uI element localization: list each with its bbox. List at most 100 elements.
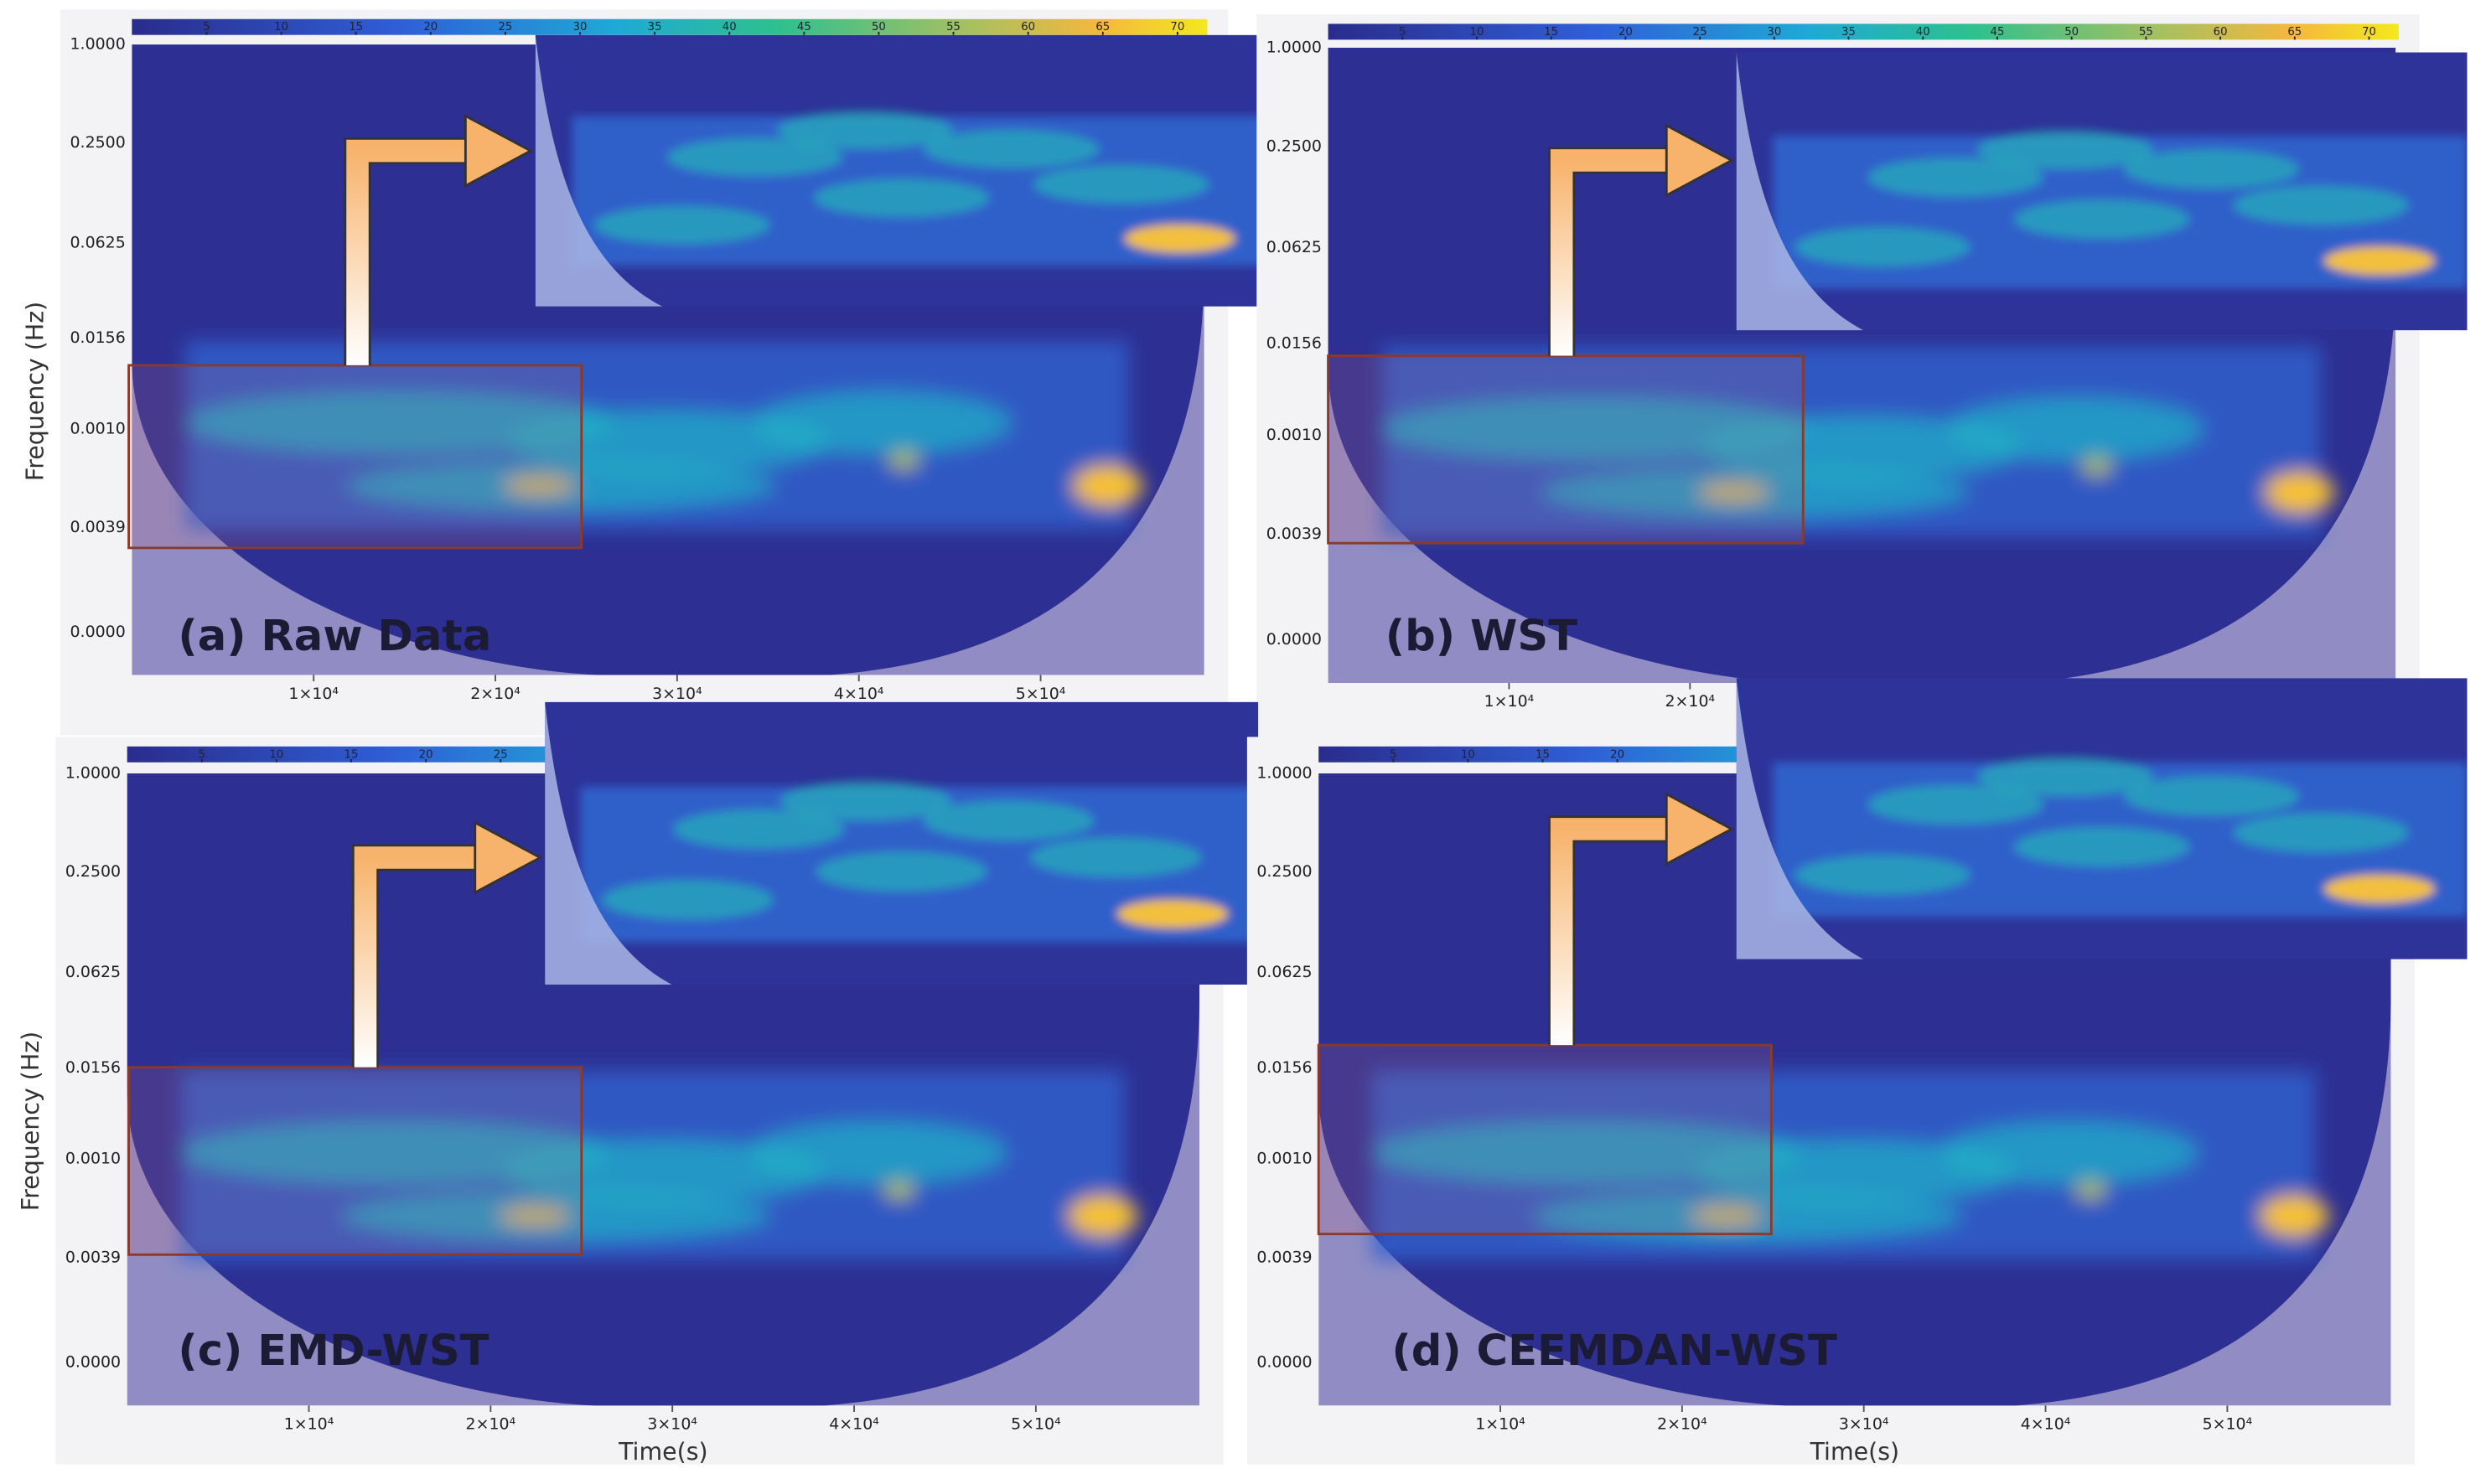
colorbar-tick-label: 5 <box>1399 26 1406 39</box>
peak <box>1116 899 1229 928</box>
band-spot <box>748 1120 1007 1185</box>
panel-title: (a) Raw Data <box>178 612 491 661</box>
peak <box>888 451 920 471</box>
panel-title: (d) CEEMDAN-WST <box>1391 1326 1837 1376</box>
colorbar-tick-label: 25 <box>494 748 508 761</box>
band-spot <box>502 1140 825 1203</box>
band-spot <box>185 390 615 455</box>
panel: 5 10 15 20 1.0000 0.2500 0.0625 0.0156 0.0010 0.0… <box>1246 678 2468 1466</box>
y-axis-label: Frequency (Hz) <box>22 302 49 481</box>
coi-edge <box>535 34 663 307</box>
x-tick-label: 1×10⁴ <box>1475 1415 1525 1434</box>
colorbar <box>132 18 1208 35</box>
band-spot <box>667 137 843 177</box>
band-spot <box>602 880 774 920</box>
y-tick-label: 1.0000 <box>70 35 126 54</box>
energy <box>1381 346 2335 537</box>
arrow-shaft <box>1550 818 1673 1046</box>
band-spot <box>1867 158 2043 198</box>
colorbar-tick-label: 20 <box>1618 26 1633 39</box>
colorbar-tick-label: 10 <box>1470 26 1484 39</box>
panel-title: (b) WST <box>1385 612 1577 661</box>
y-tick-label: 0.0010 <box>65 1150 121 1168</box>
y-tick-label: 0.0039 <box>1266 525 1322 543</box>
band-spot <box>1693 1140 2016 1203</box>
y-tick-label: 0.0000 <box>70 623 126 641</box>
x-tick-label: 2×10⁴ <box>1657 1415 1707 1434</box>
y-tick-label: 0.0010 <box>70 420 126 438</box>
band-spot <box>779 781 952 821</box>
colorbar-tick-label: 15 <box>349 21 363 34</box>
x-tick-label: 5×10⁴ <box>2203 1415 2253 1434</box>
colorbar-tick-label: 15 <box>1544 26 1558 39</box>
band-spot <box>2013 827 2190 867</box>
colorbar-tick-label: 40 <box>1916 26 1930 39</box>
y-tick-label: 0.0625 <box>70 234 126 252</box>
y-tick-label: 0.0156 <box>65 1058 121 1077</box>
x-tick-label: 2×10⁴ <box>466 1415 516 1434</box>
y-axis-label: Frequency (Hz) <box>17 1032 44 1211</box>
colorbar-tick-label: 45 <box>797 21 811 34</box>
peak <box>1068 1195 1138 1237</box>
colorbar-tick-label: 50 <box>2064 26 2079 39</box>
band-spot <box>2123 776 2299 816</box>
band-spot <box>1029 837 1202 877</box>
colorbar-tick-label: 30 <box>1767 26 1781 39</box>
colorbar-tick-label: 10 <box>1461 748 1475 761</box>
energy <box>1773 757 2468 918</box>
energy <box>572 111 1268 266</box>
band-spot <box>1033 165 1209 204</box>
y-tick-label: 0.2500 <box>70 133 126 152</box>
x-tick-label: 1×10⁴ <box>288 685 339 703</box>
y-tick-label: 0.2500 <box>1266 137 1322 156</box>
y-tick-label: 0.0000 <box>1256 1353 1312 1372</box>
colorbar-tick-label: 35 <box>648 21 662 34</box>
arrow-shaft <box>354 846 482 1068</box>
x-tick-label: 1×10⁴ <box>284 1415 334 1434</box>
coi-edge <box>1736 52 1864 331</box>
colorbar-tick-label: 30 <box>573 21 588 34</box>
y-tick-label: 0.0039 <box>65 1248 121 1266</box>
x-tick-label: 4×10⁴ <box>829 1415 879 1434</box>
band-spot <box>816 851 987 892</box>
energy <box>1372 1070 2330 1260</box>
y-tick-label: 0.0039 <box>1256 1248 1312 1266</box>
peak <box>1124 224 1236 253</box>
x-tick-label: 4×10⁴ <box>2021 1415 2071 1434</box>
y-tick-label: 0.2500 <box>65 862 121 881</box>
colorbar-tick-label: 60 <box>2214 26 2228 39</box>
band-spot <box>2123 149 2299 189</box>
colorbar-tick-label: 45 <box>1991 26 2005 39</box>
arrow-head <box>1665 123 1734 198</box>
colorbar-tick-label: 10 <box>269 748 283 761</box>
y-tick-label: 1.0000 <box>1266 38 1322 56</box>
band-spot <box>1940 1120 2198 1185</box>
band-spot <box>1794 227 1971 266</box>
x-tick-label: 3×10⁴ <box>652 685 702 703</box>
band-spot <box>180 1120 610 1185</box>
band-spot <box>1381 396 1809 461</box>
colorbar-tick-label: 5 <box>1390 748 1396 761</box>
band-spot <box>813 178 990 217</box>
band-spot <box>754 390 1012 455</box>
peak <box>2080 457 2113 477</box>
colorbar-tick-label: 15 <box>344 748 359 761</box>
peak <box>883 1181 915 1201</box>
peak <box>2323 246 2436 276</box>
panel: 5 10 15 20 25 30 35 40 45 50 55 60 65 70 1.0000 0.2500 0… <box>22 9 1268 736</box>
energy <box>185 340 1143 530</box>
y-tick-label: 0.0156 <box>1256 1058 1312 1077</box>
colorbar-tick-label: 20 <box>419 748 433 761</box>
colorbar-tick-label: 5 <box>199 748 205 761</box>
panel: 5 10 15 20 25 30 35 40 45 50 55 60 65 70 1.0000 0.2500 0… <box>1256 14 2468 745</box>
colorbar-tick-label: 20 <box>1610 748 1624 761</box>
scalogram <box>535 34 1268 307</box>
band-spot <box>777 111 953 149</box>
band-spot <box>1947 396 2204 461</box>
x-tick-label: 5×10⁴ <box>1011 1415 1061 1434</box>
coi-edge <box>545 701 672 985</box>
x-tick-label: 3×10⁴ <box>647 1415 697 1434</box>
y-tick-label: 0.0000 <box>1266 630 1322 649</box>
scalogram <box>545 701 1259 985</box>
